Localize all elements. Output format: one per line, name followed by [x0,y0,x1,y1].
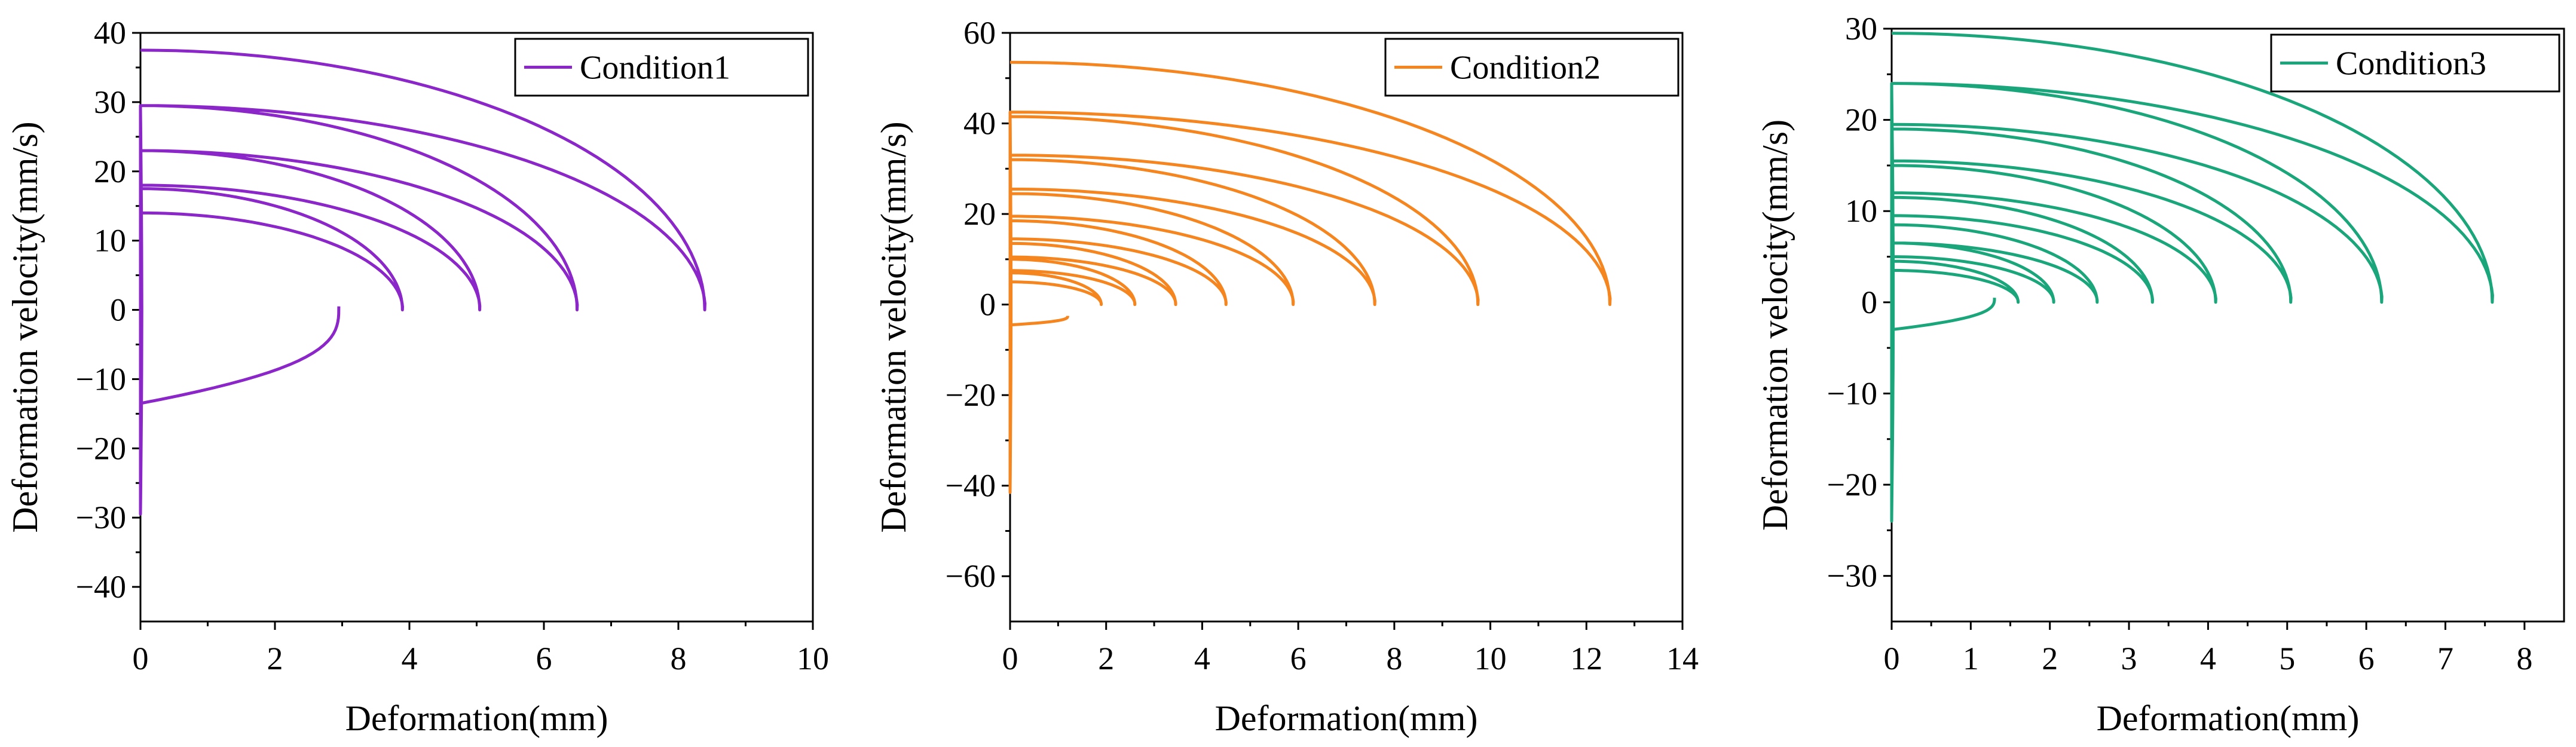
y-tick-label: −60 [946,558,996,594]
x-tick-label: 4 [1194,641,1210,676]
y-tick-label: 40 [94,15,126,51]
y-tick-label: −30 [1827,558,1877,594]
y-tick-label: −10 [1827,375,1877,411]
y-tick-label: −10 [76,361,126,397]
x-tick-label: 0 [1002,641,1018,676]
x-tick-label: 12 [1570,641,1602,676]
y-tick-label: 0 [1861,284,1877,320]
legend-label: Condition3 [2336,45,2486,82]
x-tick-label: 0 [133,641,149,676]
x-tick-label: 2 [1098,641,1114,676]
y-axis-title: Deformation velocity(mm/s) [5,121,45,532]
x-tick-label: 8 [1386,641,1402,676]
y-axis-title: Deformation velocity(mm/s) [874,121,913,532]
x-tick-label: 1 [1963,641,1979,676]
y-tick-label: 0 [980,287,996,323]
x-tick-label: 3 [2121,641,2137,676]
y-tick-label: −30 [76,500,126,535]
y-axis-title: Deformation velocity(mm/s) [1755,120,1795,531]
y-tick-label: 60 [963,15,996,51]
x-tick-label: 2 [2042,641,2058,676]
legend-label: Condition1 [580,50,730,87]
plot-frame-1 [139,32,814,623]
x-tick-label: 8 [671,641,687,676]
x-tick-label: 7 [2437,641,2453,676]
x-tick-label: 5 [2279,641,2295,676]
y-tick-label: 10 [1845,193,1877,229]
y-tick-label: 0 [110,292,126,328]
y-tick-label: −40 [76,569,126,605]
x-tick-label: 6 [2358,641,2375,676]
x-axis-title: Deformation(mm) [1215,699,1478,738]
x-axis-title: Deformation(mm) [2097,699,2360,738]
series-line-condition1 [139,48,706,516]
y-tick-label: −20 [76,430,126,466]
y-tick-label: 20 [94,154,126,189]
x-tick-label: 10 [797,641,829,676]
x-tick-label: 10 [1474,641,1507,676]
y-tick-label: 40 [963,106,996,142]
x-tick-label: 14 [1666,641,1699,676]
y-tick-label: 10 [94,223,126,259]
x-tick-label: 8 [2516,641,2532,676]
x-axis-title: Deformation(mm) [345,699,608,738]
y-tick-label: 30 [94,84,126,120]
series-line-condition3 [1890,32,2494,523]
y-tick-label: −20 [946,377,996,413]
y-tick-label: 30 [1845,11,1877,47]
y-tick-label: 20 [1845,102,1877,138]
x-tick-label: 6 [536,641,552,676]
y-tick-label: −20 [1827,467,1877,503]
x-tick-label: 6 [1290,641,1307,676]
legend-label: Condition2 [1450,50,1601,87]
series-line-condition2 [1008,60,1612,494]
x-tick-label: 2 [267,641,283,676]
y-tick-label: 20 [963,196,996,232]
x-tick-label: 4 [402,641,418,676]
plot-frame-3 [1890,27,2565,623]
y-tick-label: −40 [946,468,996,504]
x-tick-label: 0 [1884,641,1900,676]
x-tick-label: 4 [2200,641,2216,676]
